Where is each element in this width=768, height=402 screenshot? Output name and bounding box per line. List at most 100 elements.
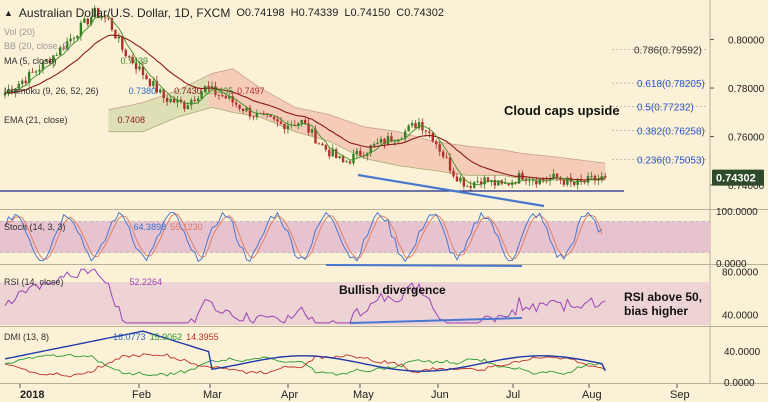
candle bbox=[141, 61, 145, 80]
candle bbox=[83, 15, 86, 24]
candle bbox=[124, 48, 127, 59]
candle bbox=[548, 174, 552, 186]
candle bbox=[469, 180, 472, 192]
price-tick-label: 0.76000 bbox=[728, 133, 765, 144]
candle bbox=[452, 167, 455, 179]
candle bbox=[41, 60, 45, 74]
candle bbox=[479, 177, 483, 188]
candle bbox=[376, 138, 379, 145]
dmi-adx-value: 14.3955 bbox=[186, 332, 219, 342]
candle bbox=[162, 88, 165, 103]
candle bbox=[324, 143, 328, 153]
ichimoku-conversion-value: 0.7380 bbox=[128, 86, 157, 96]
candle bbox=[62, 43, 65, 51]
dmi-minus-line bbox=[4, 353, 606, 378]
rsi-band bbox=[0, 282, 710, 325]
candle bbox=[131, 54, 134, 65]
indicator-ichimoku[interactable]: Ichimoku (9, 26, 52, 26) 0.7380 0.7430 0… bbox=[4, 86, 265, 96]
candle bbox=[535, 176, 538, 189]
candle bbox=[331, 144, 334, 157]
fib-level-label: 0.236(0.75053) bbox=[637, 155, 705, 166]
candle bbox=[310, 128, 314, 137]
candle bbox=[476, 176, 479, 184]
candle bbox=[462, 177, 466, 190]
candle bbox=[224, 94, 227, 99]
candle bbox=[138, 61, 141, 72]
candle bbox=[21, 78, 24, 88]
candle bbox=[566, 176, 569, 187]
candle bbox=[190, 97, 193, 110]
candle bbox=[466, 184, 469, 187]
indicator-rsi[interactable]: RSI (14, close) 52.2264 bbox=[4, 277, 162, 287]
candle bbox=[107, 17, 110, 21]
candle bbox=[445, 152, 448, 159]
candle bbox=[400, 136, 403, 140]
candle bbox=[286, 120, 290, 134]
candle bbox=[210, 81, 214, 91]
candle bbox=[359, 147, 362, 158]
collapse-arrow-icon[interactable]: ▲ bbox=[4, 8, 13, 18]
candle bbox=[531, 178, 535, 186]
adx-line bbox=[4, 330, 606, 372]
annotation-rsi-line1: RSI above 50, bbox=[624, 290, 703, 304]
candle bbox=[590, 171, 593, 179]
rsi-line bbox=[4, 268, 606, 324]
indicator-ema[interactable]: EMA (21, close) 0.7408 bbox=[4, 115, 145, 125]
price-tick-label: 0.74000 bbox=[728, 181, 765, 192]
price-tick-label: 0.80000 bbox=[728, 36, 765, 47]
stoch-k-line bbox=[4, 211, 603, 263]
annotation-divergence: Bullish divergence bbox=[339, 283, 446, 297]
candle bbox=[159, 87, 162, 95]
candle bbox=[221, 93, 224, 98]
candle bbox=[404, 128, 407, 143]
candle bbox=[573, 181, 576, 187]
candle bbox=[528, 176, 531, 187]
stoch-tick-label: 100.0000 bbox=[716, 207, 758, 218]
indicator-stoch[interactable]: Stoch (14, 3, 3) 64.3898 55.1230 bbox=[4, 222, 203, 232]
candle bbox=[283, 123, 286, 134]
annotation-cloud: Cloud caps upside bbox=[504, 103, 620, 118]
candle bbox=[90, 15, 93, 27]
x-tick-label: Mar bbox=[203, 389, 222, 401]
x-tick-label: Feb bbox=[132, 389, 151, 401]
ichimoku-cloud-bullish bbox=[108, 75, 209, 132]
indicator-ma[interactable]: MA (5, close) 0.7439 bbox=[4, 56, 148, 66]
dmi-minus-value: 15.9062 bbox=[149, 332, 183, 342]
indicator-stoch-label: Stoch (14, 3, 3) bbox=[4, 222, 66, 232]
last-price-badge bbox=[712, 169, 764, 186]
candle bbox=[414, 120, 417, 129]
candle bbox=[455, 173, 459, 182]
ichimoku-span-b-line bbox=[108, 68, 606, 164]
indicator-vol[interactable]: Vol (20) bbox=[4, 27, 35, 37]
ichimoku-base-value: 0.7430 bbox=[174, 86, 202, 96]
candle bbox=[269, 114, 272, 118]
indicator-vol-label: Vol (20) bbox=[4, 27, 36, 37]
indicator-bb[interactable]: BB (20, close, 2) bbox=[4, 41, 71, 51]
fib-level-label: 0.382(0.76258) bbox=[637, 126, 705, 137]
candle bbox=[45, 58, 48, 63]
candle bbox=[410, 120, 414, 128]
candle bbox=[27, 69, 31, 88]
stoch-divergence-line bbox=[325, 264, 523, 267]
candle bbox=[407, 123, 410, 132]
x-tick-label: Jun bbox=[431, 389, 449, 401]
candle bbox=[524, 176, 528, 185]
candle bbox=[241, 107, 245, 114]
candle bbox=[17, 80, 20, 92]
candle bbox=[200, 89, 203, 100]
indicator-ichimoku-label: Ichimoku (9, 26, 52, 26) bbox=[4, 86, 99, 96]
candle bbox=[234, 99, 238, 108]
candle bbox=[117, 32, 121, 43]
trendline bbox=[357, 173, 545, 208]
ichimoku-span-a-value: 0.7435 bbox=[205, 86, 234, 96]
candle bbox=[34, 69, 38, 76]
candle bbox=[300, 119, 303, 127]
chart-header: ▲ Australian Dollar/U.S. Dollar, 1D, FXC… bbox=[4, 6, 444, 20]
candle bbox=[93, 5, 96, 19]
candle bbox=[76, 35, 79, 41]
x-tick-label: Sep bbox=[670, 389, 690, 401]
candle bbox=[510, 179, 514, 189]
ma-line bbox=[4, 15, 606, 186]
indicator-dmi[interactable]: DMI (13, 8) 16.0773 15.9062 14.3955 bbox=[4, 332, 219, 342]
